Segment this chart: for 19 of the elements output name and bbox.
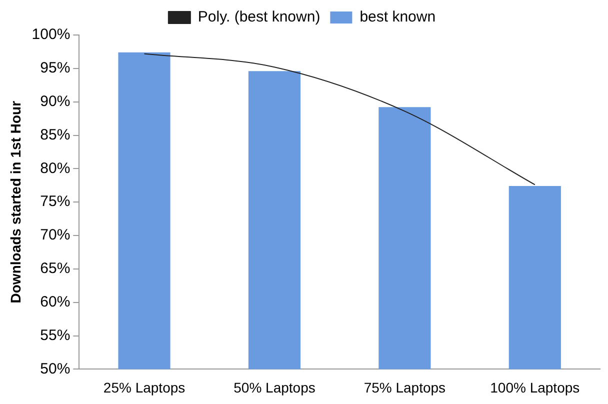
line-series	[144, 53, 536, 186]
y-tick-label: 95%	[40, 60, 70, 77]
y-tick-label: 90%	[40, 92, 70, 110]
y-tick-label: 100%	[32, 26, 70, 44]
x-tick-label: 100% Laptops	[490, 379, 580, 396]
legend-label: best known	[360, 8, 436, 26]
legend-label: Poly. (best known)	[198, 8, 320, 26]
x-tick-label: 75% Laptops	[364, 379, 446, 396]
y-tick-label: 55%	[40, 326, 70, 344]
y-tick-label: 65%	[40, 260, 70, 278]
y-tick-label: 70%	[40, 226, 70, 244]
y-tick-label: 50%	[40, 360, 70, 378]
y-tick-label: 75%	[40, 193, 70, 210]
x-tick-label: 25% Laptops	[103, 379, 186, 396]
y-tick-label: 85%	[40, 126, 70, 144]
y-axis-title: Downloads started in 1st Hour	[7, 100, 24, 304]
y-tick-label: 60%	[40, 294, 70, 310]
x-tick-label: 50% Laptops	[234, 379, 316, 396]
y-tick-label: 80%	[40, 160, 70, 177]
